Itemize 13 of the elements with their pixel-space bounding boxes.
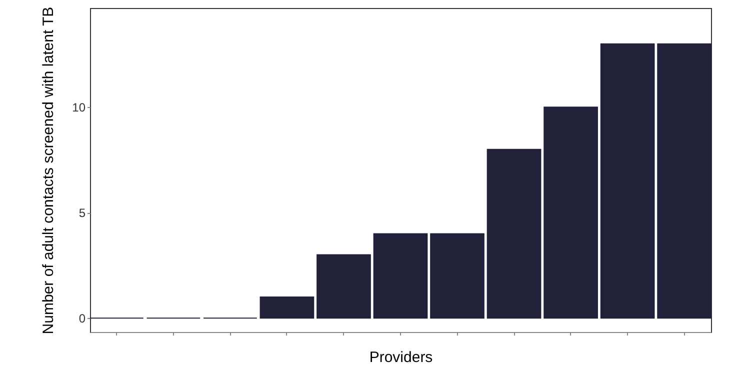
y-tick-label: 0 xyxy=(78,312,86,326)
y-tick-label: 10 xyxy=(72,100,86,115)
x-axis-title: Providers xyxy=(369,349,433,366)
bar xyxy=(316,254,371,319)
bar xyxy=(486,148,542,319)
bar xyxy=(657,43,712,319)
bar xyxy=(544,106,598,319)
y-axis-title: Number of adult contacts screened with latent TB xyxy=(40,6,58,334)
y-tick-label: 5 xyxy=(78,206,86,220)
bar xyxy=(373,233,428,319)
bar xyxy=(430,233,484,319)
bar xyxy=(600,43,655,319)
bar xyxy=(260,296,314,319)
